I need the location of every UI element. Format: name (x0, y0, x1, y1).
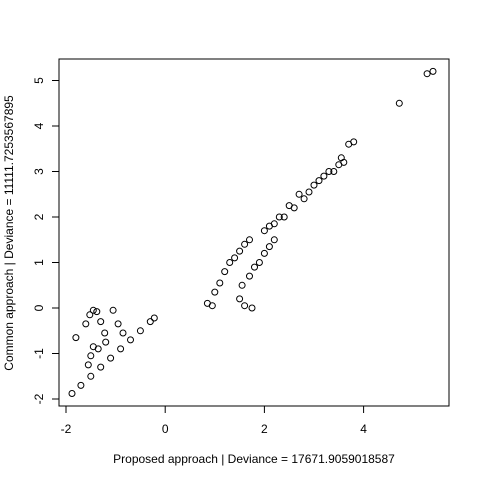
data-point (93, 308, 101, 316)
data-point (84, 361, 92, 369)
data-point (280, 213, 288, 221)
data-point (89, 306, 97, 314)
data-point (330, 168, 338, 175)
y-axis: -2 -1 0 1 2 3 4 5 (32, 77, 60, 404)
data-point (68, 390, 76, 397)
data-point (265, 243, 273, 251)
data-point (216, 279, 224, 287)
y-tick-label: 2 (32, 213, 46, 220)
data-point (87, 352, 95, 360)
data-point (82, 320, 90, 328)
data-point (87, 372, 95, 380)
data-point (107, 354, 115, 362)
x-tick-label: 2 (261, 422, 268, 436)
data-point (315, 177, 323, 185)
x-axis-title: Proposed approach | Deviance = 17671.905… (113, 452, 395, 466)
data-point (350, 138, 358, 146)
data-point (285, 202, 293, 210)
data-point (236, 295, 244, 303)
data-point (226, 259, 234, 266)
data-point (94, 345, 102, 353)
data-point (295, 190, 303, 198)
data-point (238, 281, 246, 289)
data-point (320, 172, 328, 180)
data-point (251, 263, 258, 271)
data-point (241, 302, 249, 310)
data-point (208, 302, 216, 310)
data-point (305, 188, 313, 196)
y-axis-title: Common approach | Deviance = 11111.72535… (2, 95, 16, 371)
data-point (241, 240, 249, 248)
data-point (255, 259, 263, 266)
data-point (117, 345, 125, 353)
data-point (127, 336, 134, 344)
data-point (340, 158, 348, 166)
data-point (77, 381, 85, 389)
data-point (236, 247, 244, 255)
y-tick-label: 4 (32, 122, 46, 129)
data-point (246, 236, 253, 244)
y-tick-label: 3 (32, 168, 46, 175)
data-point (109, 306, 117, 314)
x-tick-label: 0 (162, 422, 169, 436)
data-point (146, 318, 154, 326)
data-point (275, 213, 283, 221)
data-point (150, 314, 158, 322)
data-point (101, 329, 109, 337)
data-point (270, 236, 278, 244)
x-tick-label: -2 (61, 422, 72, 436)
x-axis: -2 0 2 4 (61, 405, 367, 436)
data-point (114, 320, 122, 328)
y-tick-label: 0 (32, 304, 46, 311)
data-point (221, 268, 229, 276)
data-point (231, 254, 239, 262)
y-tick-label: 5 (32, 77, 46, 84)
data-point (300, 195, 308, 203)
data-point (260, 249, 268, 257)
y-tick-label: -2 (32, 393, 46, 404)
data-point (72, 334, 80, 342)
data-point (325, 168, 333, 175)
data-point (265, 222, 273, 230)
data-point (260, 227, 268, 235)
y-tick-label: -1 (32, 348, 46, 359)
data-point (211, 288, 219, 296)
data-point (97, 363, 105, 371)
data-point (136, 327, 144, 335)
data-point (97, 318, 105, 326)
data-point (310, 181, 318, 189)
data-point (246, 272, 253, 280)
x-tick-label: 4 (360, 422, 367, 436)
data-point (395, 99, 403, 107)
data-point (102, 338, 110, 346)
data-points (68, 67, 437, 397)
data-point (248, 304, 256, 312)
y-tick-label: 1 (32, 259, 46, 266)
data-point (86, 311, 94, 319)
data-point (429, 67, 437, 75)
data-point (119, 329, 127, 337)
data-point (423, 70, 431, 78)
